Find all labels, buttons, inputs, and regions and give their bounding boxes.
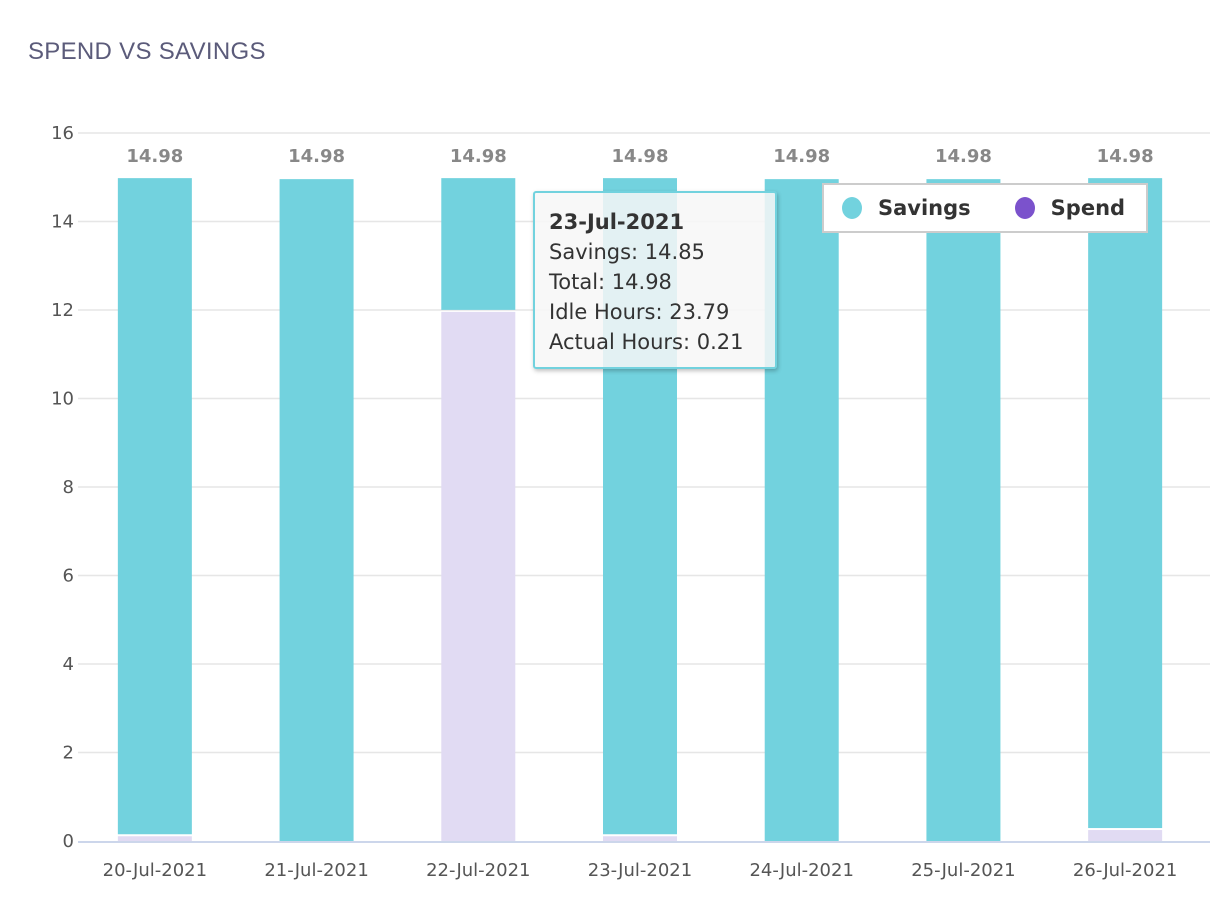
bar-spend <box>603 836 677 841</box>
legend-label: Savings <box>878 196 971 220</box>
tooltip-arrow <box>646 179 668 191</box>
legend: Savings Spend <box>822 183 1148 233</box>
legend-label: Spend <box>1050 196 1126 220</box>
tooltip-line: Idle Hours: 23.79 <box>549 300 730 324</box>
chart-title: SPEND VS SAVINGS <box>28 38 266 65</box>
x-tick-label: 23-Jul-2021 <box>588 860 692 881</box>
spend-dot-icon <box>1014 197 1035 219</box>
bar-spend <box>1088 830 1163 841</box>
bar-savings <box>926 179 1001 841</box>
data-label: 14.98 <box>612 146 669 167</box>
x-tick-label: 20-Jul-2021 <box>103 860 207 881</box>
bar-savings <box>441 178 516 310</box>
y-tick-label: 8 <box>63 477 74 498</box>
y-tick-label: 6 <box>63 566 74 587</box>
y-tick-label: 14 <box>51 212 74 233</box>
data-label: 14.98 <box>935 146 992 167</box>
x-tick-label: 26-Jul-2021 <box>1073 860 1177 881</box>
tooltip-line: Savings: 14.85 <box>549 240 705 264</box>
x-tick-label: 24-Jul-2021 <box>749 860 853 881</box>
legend-item-savings[interactable]: Savings <box>842 196 971 220</box>
bar-spend <box>441 311 516 841</box>
bar-savings <box>1088 178 1163 829</box>
data-label: 14.98 <box>450 146 507 167</box>
x-tick-label: 21-Jul-2021 <box>264 860 368 881</box>
y-tick-label: 16 <box>51 123 74 144</box>
x-tick-label: 22-Jul-2021 <box>426 860 530 881</box>
tooltip-line: Actual Hours: 0.21 <box>549 330 744 354</box>
data-label: 14.98 <box>288 146 345 167</box>
y-tick-label: 0 <box>63 831 74 852</box>
bar-savings <box>117 178 192 835</box>
tooltip: 23-Jul-2021 Savings: 14.85 Total: 14.98 … <box>533 191 777 369</box>
data-label: 14.98 <box>1097 146 1154 167</box>
y-tick-label: 4 <box>63 654 74 675</box>
legend-item-spend[interactable]: Spend <box>1014 196 1126 220</box>
y-tick-label: 10 <box>51 389 74 410</box>
savings-dot-icon <box>842 197 862 219</box>
y-tick-label: 12 <box>51 300 74 321</box>
bar-savings <box>279 179 354 841</box>
bar-savings <box>764 179 839 841</box>
data-label: 14.98 <box>126 146 183 167</box>
bar-spend <box>117 836 192 841</box>
data-label: 14.98 <box>773 146 830 167</box>
tooltip-title: 23-Jul-2021 <box>549 210 685 234</box>
y-tick-label: 2 <box>63 743 74 764</box>
x-tick-label: 25-Jul-2021 <box>911 860 1015 881</box>
tooltip-line: Total: 14.98 <box>549 270 672 294</box>
